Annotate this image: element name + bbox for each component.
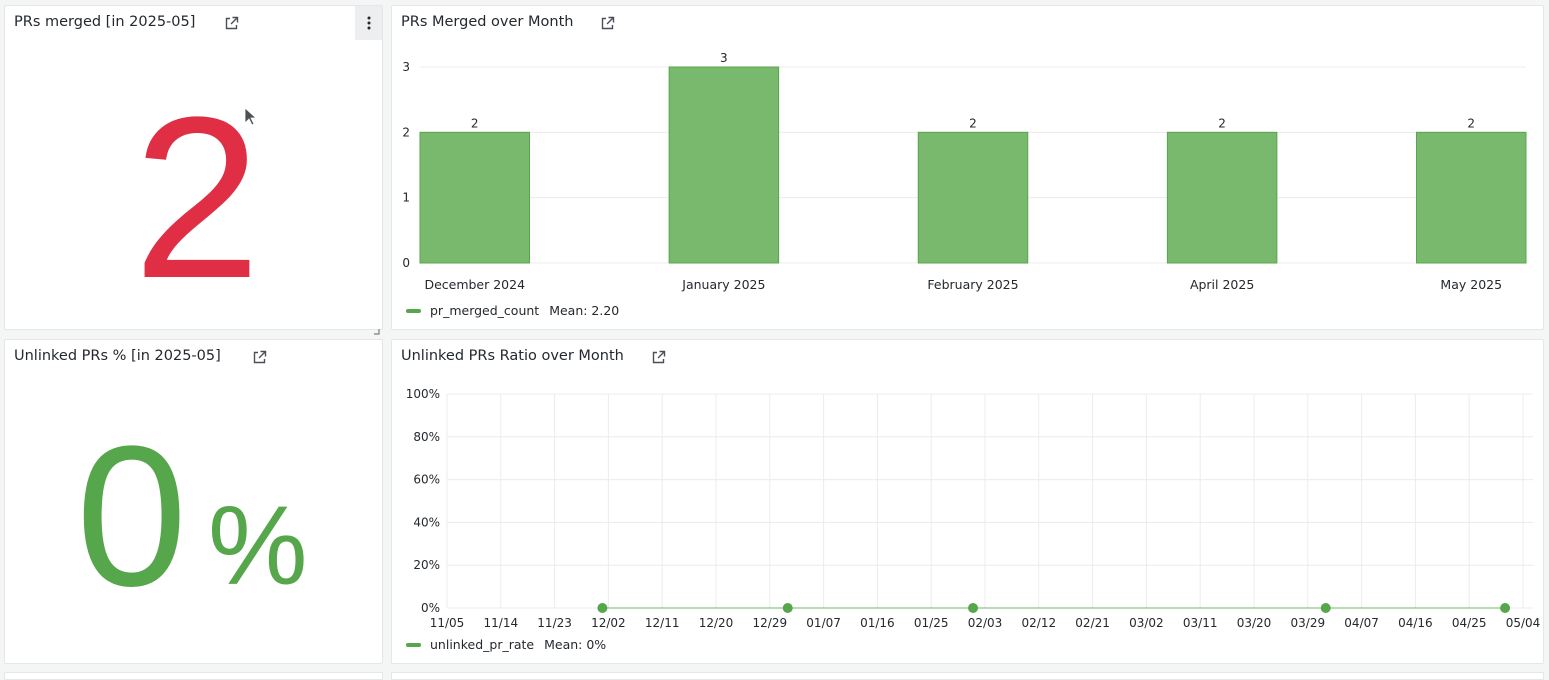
resize-handle-icon[interactable]: [373, 320, 380, 335]
legend-swatch: [406, 642, 421, 647]
x-tick-label: 12/02: [591, 616, 626, 630]
external-link-icon[interactable]: [600, 16, 615, 31]
x-tick-label: 03/29: [1291, 616, 1326, 630]
data-point: [968, 603, 979, 613]
stat-unit: %: [208, 483, 308, 608]
legend-mean: Mean: 2.20: [549, 303, 620, 318]
x-tick-label: 02/21: [1075, 616, 1110, 630]
x-tick-label: 11/05: [430, 616, 465, 630]
external-link-icon[interactable]: [651, 350, 666, 365]
prs-merged-stat-panel: PRs merged [in 2025-05] 2: [4, 5, 383, 335]
panel-title[interactable]: PRs merged [in 2025-05]: [14, 14, 196, 30]
x-tick-label: January 2025: [681, 277, 765, 292]
x-tick-label: 01/07: [806, 616, 841, 630]
x-tick-label: February 2025: [927, 277, 1018, 292]
x-tick-label: 05/04: [1506, 616, 1541, 630]
data-point: [1320, 603, 1331, 613]
x-tick-label: December 2024: [424, 277, 525, 292]
data-point: [1500, 603, 1511, 613]
legend-mean: Mean: 0%: [544, 637, 607, 652]
x-tick-label: 04/25: [1452, 616, 1487, 630]
legend[interactable]: unlinked_pr_rate Mean: 0%: [406, 637, 606, 652]
x-tick-label: 04/16: [1398, 616, 1433, 630]
kebab-menu-icon: [367, 16, 370, 30]
y-tick-label: 40%: [413, 515, 440, 529]
x-tick-label: 03/11: [1183, 616, 1218, 630]
prs-merged-over-month-panel: PRs Merged over Month 0 1 2 3 2 December 2024…: [391, 5, 1544, 330]
x-tick-label: 04/07: [1344, 616, 1379, 630]
stat-value: 2: [133, 69, 261, 326]
y-tick-label: 20%: [413, 558, 440, 572]
legend[interactable]: pr_merged_count Mean: 2.20: [406, 303, 619, 318]
x-tick-label: 11/14: [484, 616, 519, 630]
x-tick-label: 03/02: [1129, 616, 1164, 630]
external-link-icon[interactable]: [224, 16, 239, 31]
panel-title[interactable]: Unlinked PRs Ratio over Month: [401, 348, 624, 364]
y-tick-label: 3: [402, 60, 410, 74]
bar: [419, 131, 530, 264]
y-tick-label: 2: [402, 125, 410, 139]
x-tick-label: 02/03: [968, 616, 1003, 630]
x-tick-label: 12/29: [753, 616, 788, 630]
next-row-panel-left: [4, 672, 383, 680]
x-tick-label: 01/16: [860, 616, 895, 630]
bar-value-label: 2: [1218, 116, 1226, 130]
panel-title[interactable]: PRs Merged over Month: [401, 14, 574, 30]
x-tick-label: May 2025: [1440, 277, 1502, 292]
unlinked-prs-percent-stat-panel: Unlinked PRs % [in 2025-05] 0 %: [4, 339, 383, 664]
bar: [668, 66, 780, 264]
external-link-icon[interactable]: [252, 350, 267, 365]
bar: [1416, 131, 1527, 264]
bar: [917, 131, 1029, 264]
x-tick-label: 02/12: [1022, 616, 1057, 630]
line-chart: 0% 20% 40% 60% 80% 100% 11/05 11/14 11/23 12/02 12…: [406, 387, 1541, 630]
bar-value-label: 2: [1467, 116, 1475, 130]
mouse-pointer-icon: [244, 107, 258, 131]
y-tick-label: 80%: [413, 430, 440, 444]
x-tick-label: 11/23: [537, 616, 572, 630]
x-tick-label: April 2025: [1190, 277, 1254, 292]
y-tick-label: 1: [402, 191, 410, 205]
y-tick-label: 100%: [406, 387, 440, 401]
data-point: [782, 603, 793, 613]
data-point: [597, 603, 608, 613]
y-tick-label: 60%: [413, 473, 440, 487]
bar-chart: 0 1 2 3 2 December 2024 3 January 2025 2 February…: [402, 51, 1527, 292]
legend-swatch: [406, 308, 421, 313]
y-tick-label: 0%: [421, 601, 440, 615]
legend-series-name: unlinked_pr_rate: [430, 637, 535, 652]
panel-title[interactable]: Unlinked PRs % [in 2025-05]: [14, 348, 221, 364]
x-tick-label: 03/20: [1237, 616, 1272, 630]
unlinked-prs-ratio-panel: Unlinked PRs Ratio over Month 0% 20% 40% 60…: [391, 339, 1544, 664]
x-tick-label: 12/20: [699, 616, 734, 630]
y-tick-label: 0: [402, 256, 410, 270]
x-tick-label: 01/25: [914, 616, 949, 630]
bar-value-label: 2: [471, 116, 479, 130]
bar-value-label: 3: [720, 51, 728, 65]
kebab-menu-button[interactable]: [355, 6, 382, 40]
bar: [1166, 131, 1278, 264]
next-row-panel-right: [391, 672, 1544, 680]
x-tick-label: 12/11: [645, 616, 680, 630]
legend-series-name: pr_merged_count: [430, 303, 540, 318]
stat-value: 0: [76, 405, 188, 628]
bar-value-label: 2: [969, 116, 977, 130]
